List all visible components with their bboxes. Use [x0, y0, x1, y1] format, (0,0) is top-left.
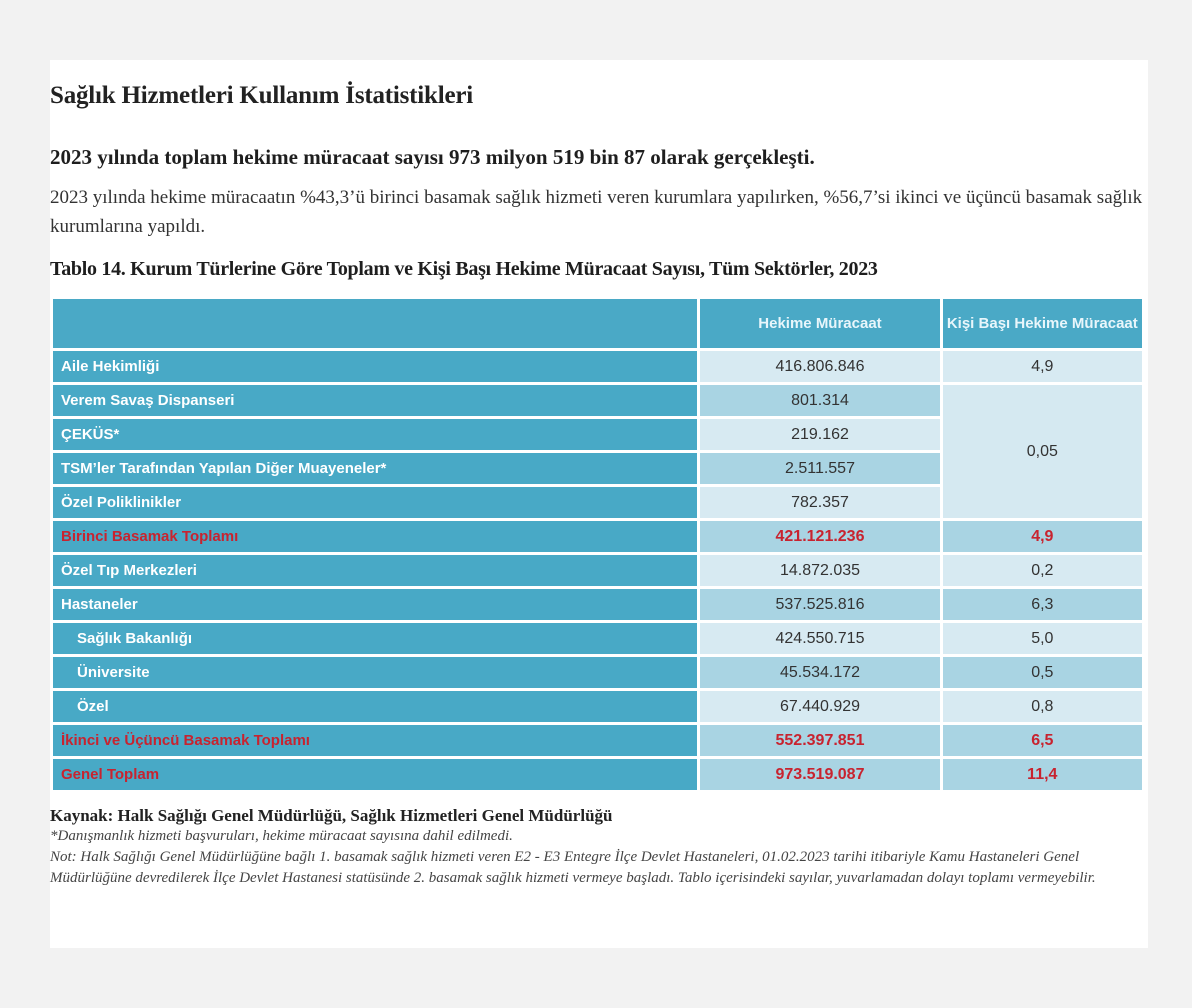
row-count: 219.162: [700, 419, 940, 450]
row-per-capita-merged: 0,05: [942, 385, 1142, 518]
row-per-capita: 0,5: [942, 657, 1142, 688]
row-count: 421.121.236: [700, 521, 940, 552]
table-notes: Kaynak: Halk Sağlığı Genel Müdürlüğü, Sa…: [50, 806, 1148, 889]
statistics-table: Hekime Müracaat Kişi Başı Hekime Müracaa…: [50, 296, 1145, 793]
table-row: Sağlık Bakanlığı 424.550.715 5,0: [53, 623, 1142, 654]
row-per-capita: 0,2: [942, 555, 1142, 586]
row-label: Aile Hekimliği: [53, 351, 698, 382]
table-row: Üniversite 45.534.172 0,5: [53, 657, 1142, 688]
row-label: Özel Tıp Merkezleri: [53, 555, 698, 586]
row-count: 14.872.035: [700, 555, 940, 586]
table-row: Verem Savaş Dispanseri 801.314 0,05: [53, 385, 1142, 518]
source-line: Kaynak: Halk Sağlığı Genel Müdürlüğü, Sa…: [50, 806, 613, 825]
row-per-capita: 4,9: [942, 351, 1142, 382]
section-title: Sağlık Hizmetleri Kullanım İstatistikler…: [50, 82, 474, 109]
table-header-row: Hekime Müracaat Kişi Başı Hekime Müracaa…: [53, 299, 1142, 348]
table-row: Aile Hekimliği 416.806.846 4,9: [53, 351, 1142, 382]
row-per-capita: 5,0: [942, 623, 1142, 654]
note-text: Not: Halk Sağlığı Genel Müdürlüğüne bağl…: [50, 849, 1096, 886]
row-count: 973.519.087: [700, 759, 940, 790]
row-label: TSM’ler Tarafından Yapılan Diğer Muayene…: [53, 453, 698, 484]
table-row: ÇEKÜS* 219.162: [53, 419, 1142, 450]
document-page: Sağlık Hizmetleri Kullanım İstatistikler…: [50, 60, 1148, 948]
row-label: Hastaneler: [53, 589, 698, 620]
body-paragraph: 2023 yılında hekime müracaatın %43,3’ü b…: [50, 187, 1143, 237]
row-label: Özel Poliklinikler: [53, 487, 698, 518]
row-count: 416.806.846: [700, 351, 940, 382]
row-count: 67.440.929: [700, 691, 940, 722]
table-row-subtotal: Birinci Basamak Toplamı 421.121.236 4,9: [53, 521, 1142, 552]
row-label: Üniversite: [53, 657, 698, 688]
row-label: Verem Savaş Dispanseri: [53, 385, 698, 416]
table-row-subtotal: İkinci ve Üçüncü Basamak Toplamı 552.397…: [53, 725, 1142, 756]
header-per-capita: Kişi Başı Hekime Müracaat: [942, 299, 1142, 348]
row-count: 552.397.851: [700, 725, 940, 756]
row-count: 537.525.816: [700, 589, 940, 620]
header-institution: [53, 299, 698, 348]
row-per-capita: 6,5: [942, 725, 1142, 756]
row-label: Birinci Basamak Toplamı: [53, 521, 698, 552]
row-label: İkinci ve Üçüncü Basamak Toplamı: [53, 725, 698, 756]
table-row: Özel Tıp Merkezleri 14.872.035 0,2: [53, 555, 1142, 586]
table-row-grand-total: Genel Toplam 973.519.087 11,4: [53, 759, 1142, 790]
row-count: 782.357: [700, 487, 940, 518]
row-label: Genel Toplam: [53, 759, 698, 790]
header-applications: Hekime Müracaat: [700, 299, 940, 348]
table-row: Özel Poliklinikler 782.357: [53, 487, 1142, 518]
row-label: ÇEKÜS*: [53, 419, 698, 450]
row-label: Özel: [53, 691, 698, 722]
row-per-capita: 4,9: [942, 521, 1142, 552]
row-count: 2.511.557: [700, 453, 940, 484]
table-row: Özel 67.440.929 0,8: [53, 691, 1142, 722]
table-row: Hastaneler 537.525.816 6,3: [53, 589, 1142, 620]
row-count: 45.534.172: [700, 657, 940, 688]
row-per-capita: 0,8: [942, 691, 1142, 722]
footnote: *Danışmanlık hizmeti başvuruları, hekime…: [50, 828, 513, 844]
table-caption: Tablo 14. Kurum Türlerine Göre Toplam ve…: [50, 258, 878, 280]
row-per-capita: 6,3: [942, 589, 1142, 620]
row-per-capita: 11,4: [942, 759, 1142, 790]
table-row: TSM’ler Tarafından Yapılan Diğer Muayene…: [53, 453, 1142, 484]
row-label: Sağlık Bakanlığı: [53, 623, 698, 654]
headline: 2023 yılında toplam hekime müracaat sayı…: [50, 145, 815, 169]
row-count: 424.550.715: [700, 623, 940, 654]
row-count: 801.314: [700, 385, 940, 416]
